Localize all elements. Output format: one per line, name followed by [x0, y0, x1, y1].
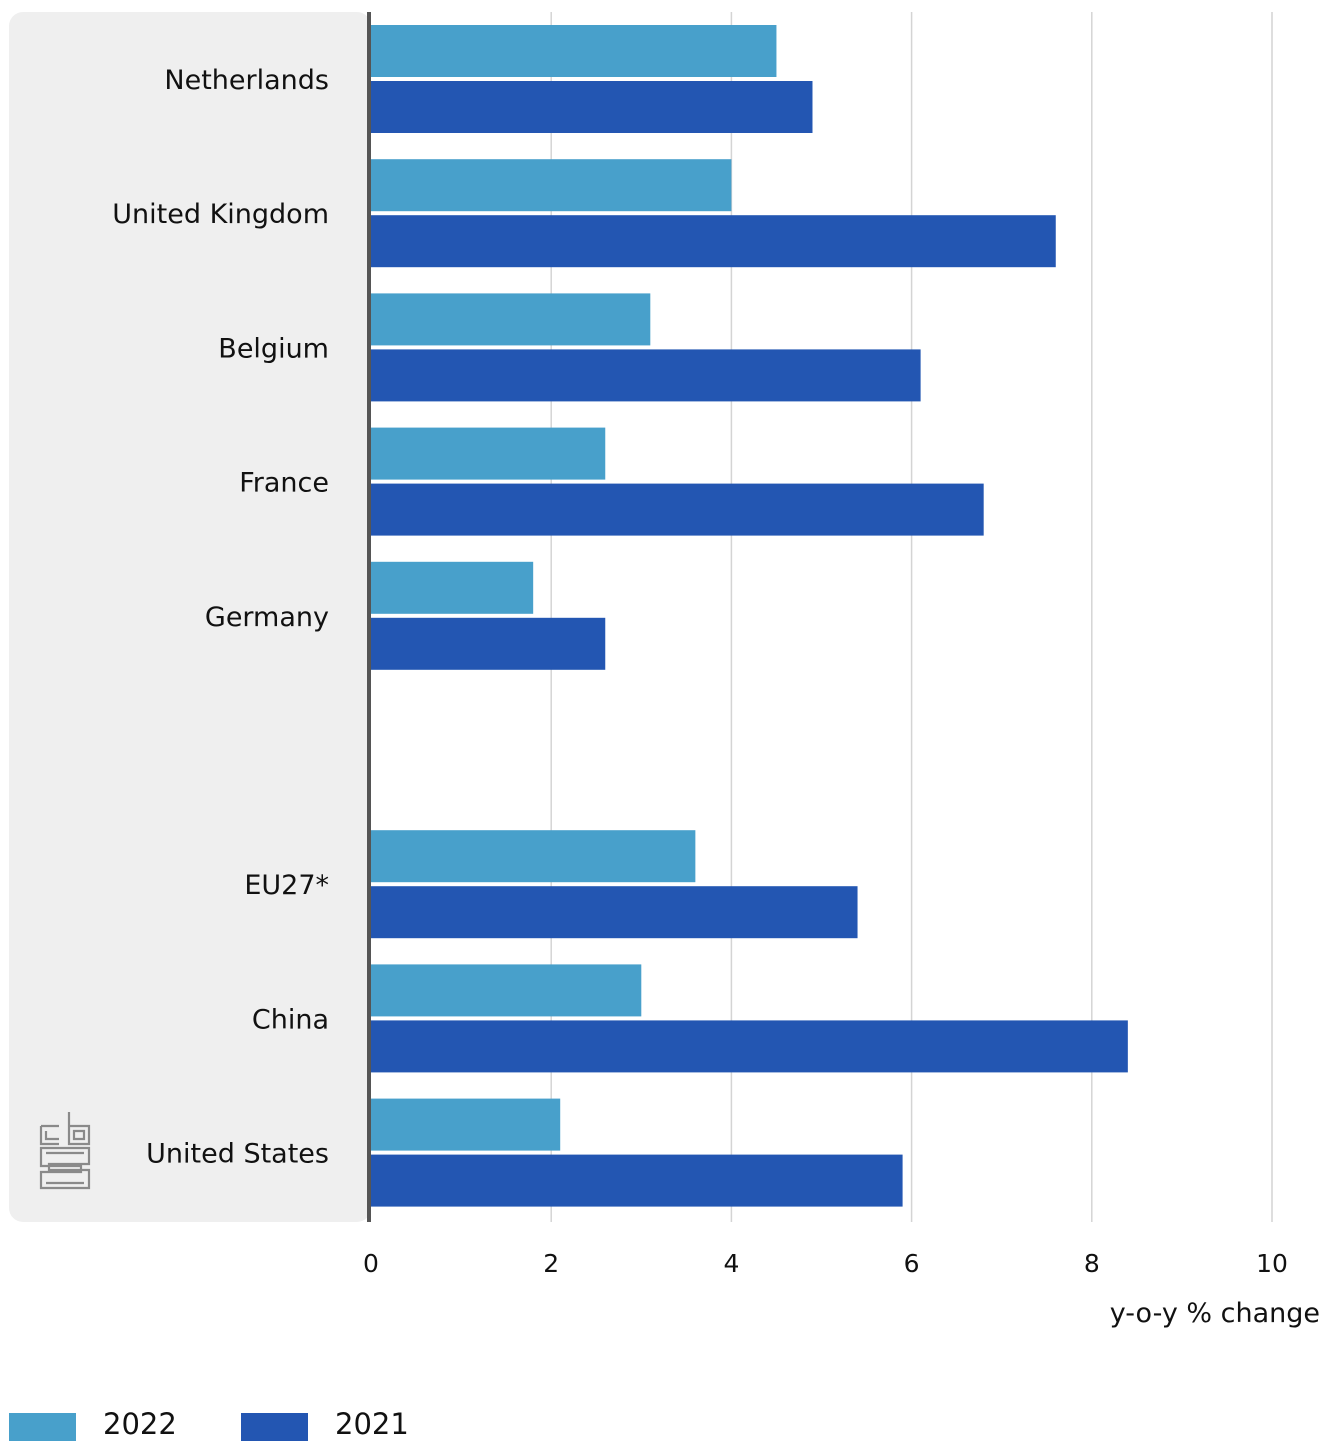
category-label-6: EU27*: [244, 870, 329, 901]
bar-2022-3: [371, 427, 606, 480]
bar-2021-8: [371, 1154, 903, 1207]
category-label-2: Belgium: [218, 333, 329, 364]
bar-2021-4: [371, 617, 606, 670]
bar-2022-7: [371, 964, 642, 1017]
cbs-logo-icon: [39, 1112, 91, 1190]
bar-2021-3: [371, 483, 984, 536]
bar-2022-8: [371, 1098, 561, 1151]
legend-label-2021: 2021: [335, 1407, 409, 1441]
legend-swatch-2021: [241, 1413, 308, 1441]
bar-2022-0: [371, 25, 777, 77]
x-tick-label-2: 4: [723, 1249, 739, 1278]
bar-2022-4: [371, 561, 534, 614]
gridlines: [550, 12, 1273, 1222]
x-tick-label-0: 0: [363, 1249, 379, 1278]
category-label-7: China: [252, 1004, 329, 1035]
bar-2022-6: [371, 830, 696, 883]
x-tick-label-3: 6: [904, 1249, 920, 1278]
category-label-4: Germany: [205, 602, 329, 633]
legend-swatch-2022: [9, 1413, 76, 1441]
bar-2021-2: [371, 349, 921, 402]
category-label-1: United Kingdom: [112, 199, 329, 230]
bar-2022-2: [371, 293, 651, 346]
x-tick-label-4: 8: [1084, 1249, 1100, 1278]
bar-2021-1: [371, 215, 1056, 268]
x-tick-labels: 0 2 4 6 8 10: [363, 1249, 1288, 1278]
category-label-8: United States: [146, 1139, 329, 1170]
x-tick-label-5: 10: [1256, 1249, 1288, 1278]
legend-label-2022: 2022: [103, 1407, 177, 1441]
x-axis-label: y-o-y % change: [1110, 1298, 1320, 1329]
legend: 2022 2021: [9, 1407, 409, 1441]
bar-2021-6: [371, 886, 858, 939]
category-label-3: France: [239, 468, 329, 499]
bar-2021-0: [371, 81, 813, 133]
x-tick-label-1: 2: [543, 1249, 559, 1278]
bar-2021-7: [371, 1020, 1128, 1073]
category-label-0: Netherlands: [164, 65, 329, 96]
bars: [371, 25, 1128, 1207]
bar-2022-1: [371, 159, 732, 212]
category-labels: Netherlands United Kingdom Belgium France Ge…: [112, 65, 329, 1170]
label-panel-background: [9, 12, 371, 1222]
